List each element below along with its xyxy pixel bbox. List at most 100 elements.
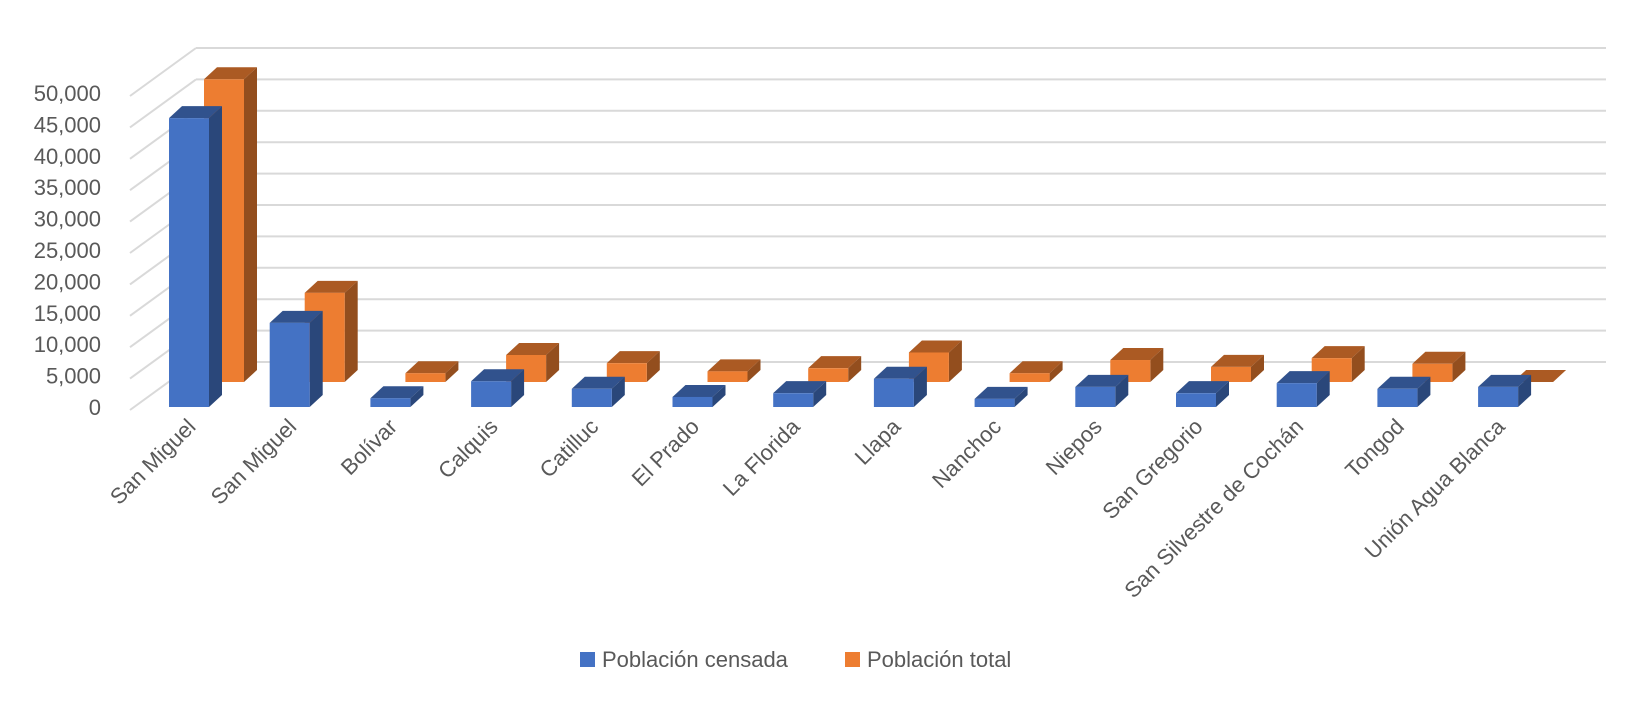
x-tick-label: Nanchoc [927, 414, 1006, 493]
bar-side [1417, 376, 1431, 407]
bar-top [571, 376, 625, 389]
y-tick-label: 10,000 [34, 332, 101, 357]
bar-top [269, 310, 323, 323]
bar-side [747, 359, 761, 382]
bar-poblacion-censada [471, 369, 525, 407]
bar-side [848, 356, 862, 382]
bar-side [209, 106, 222, 408]
y-tick-label: 40,000 [34, 144, 101, 169]
x-tick-label: San Miguel [206, 414, 302, 510]
bar-front [873, 378, 914, 407]
x-tick-label: Catilluc [535, 414, 604, 483]
bar-side [445, 361, 459, 382]
legend-swatch [580, 652, 595, 667]
y-tick-label: 5,000 [46, 364, 101, 389]
legend-label: Población total [867, 647, 1011, 672]
y-tick-label: 20,000 [34, 269, 101, 294]
bar-side [244, 67, 257, 382]
x-tick-label: Niepos [1041, 414, 1107, 480]
x-tick-label: Tongod [1340, 414, 1409, 483]
bar-side [1452, 351, 1466, 382]
x-axis-ticks: San Miguel San Miguel Bolívar Calquis Catill… [105, 413, 1510, 602]
bar-front [808, 368, 849, 382]
bar-side [712, 384, 726, 407]
bar-front [773, 393, 814, 407]
x-tick-label: La Florida [718, 413, 805, 500]
bar-side [511, 369, 525, 407]
bar-front [974, 398, 1015, 407]
bar-top [370, 386, 424, 399]
bar-front [1276, 383, 1317, 407]
bar-front [169, 118, 209, 408]
bar-top [1176, 381, 1229, 394]
bar-side [913, 366, 927, 407]
bar-poblacion-censada [571, 376, 625, 407]
x-tick-label: Llapa [850, 413, 906, 469]
bar-poblacion-censada [672, 384, 726, 407]
y-tick-label: 50,000 [34, 81, 101, 106]
bar-side [646, 351, 660, 382]
bar-front [370, 398, 411, 407]
bar-top [1075, 374, 1129, 387]
y-tick-label: 15,000 [34, 301, 101, 326]
bar-top [471, 369, 525, 382]
y-tick-label: 0 [89, 395, 101, 420]
legend: Población censada Población total [580, 647, 1011, 672]
bar-top [1211, 354, 1264, 367]
bar-poblacion-total [506, 342, 560, 382]
bar-side [410, 386, 424, 407]
y-tick-label: 35,000 [34, 175, 101, 200]
bar-top [1412, 351, 1466, 364]
bar-top [1311, 346, 1365, 359]
bar-poblacion-total [405, 361, 459, 382]
bar-top [169, 106, 222, 119]
bar-top [304, 280, 358, 293]
bar-poblacion-total [1009, 361, 1063, 382]
y-tick-label: 25,000 [34, 238, 101, 263]
bar-front [1075, 386, 1116, 407]
bar-poblacion-censada [269, 310, 323, 407]
y-tick-label: 45,000 [34, 112, 101, 137]
bar-top [1110, 348, 1164, 361]
bar-side [1150, 348, 1164, 382]
y-axis-ticks: 0 5,000 10,000 15,000 20,000 25,000 30,000 35,0… [34, 81, 101, 420]
bar-top [204, 67, 257, 80]
bar-top [908, 340, 962, 353]
bar-poblacion-censada [1478, 374, 1532, 407]
bar-side [611, 376, 625, 407]
bar-side [344, 280, 358, 382]
y-tick-label: 30,000 [34, 207, 101, 232]
bar-side [1216, 381, 1229, 407]
legend-label: Población censada [602, 647, 789, 672]
gridline-diagonal [129, 78, 197, 129]
legend-swatch [845, 652, 860, 667]
bar-side [1014, 386, 1028, 407]
bar-front [1176, 393, 1216, 407]
x-tick-label: El Prado [627, 414, 704, 491]
bar-side [948, 340, 962, 382]
bar-front [571, 388, 612, 407]
bar-poblacion-total [808, 356, 862, 382]
bar-front [672, 396, 713, 407]
gridlines [129, 47, 1606, 411]
bar-poblacion-total [707, 359, 761, 382]
bar-front [471, 381, 512, 407]
bar-poblacion-censada [1075, 374, 1129, 407]
bar-side [1251, 354, 1264, 382]
bar-side [1351, 346, 1365, 382]
bar-poblacion-censada [370, 386, 424, 407]
bar-top [1377, 376, 1431, 389]
bar-top [1009, 361, 1063, 374]
bar-poblacion-censada [873, 366, 927, 407]
bar-top [707, 359, 761, 372]
bar-front [707, 371, 748, 382]
bar-front [269, 322, 310, 407]
bar-poblacion-censada [1176, 381, 1229, 407]
bar-top [873, 366, 927, 379]
bar-side [1049, 361, 1063, 382]
bar-poblacion-censada [169, 106, 222, 408]
bar-poblacion-censada [773, 381, 827, 407]
x-tick-label: San Gregorio [1097, 414, 1207, 524]
bar-poblacion-total [1211, 354, 1264, 382]
